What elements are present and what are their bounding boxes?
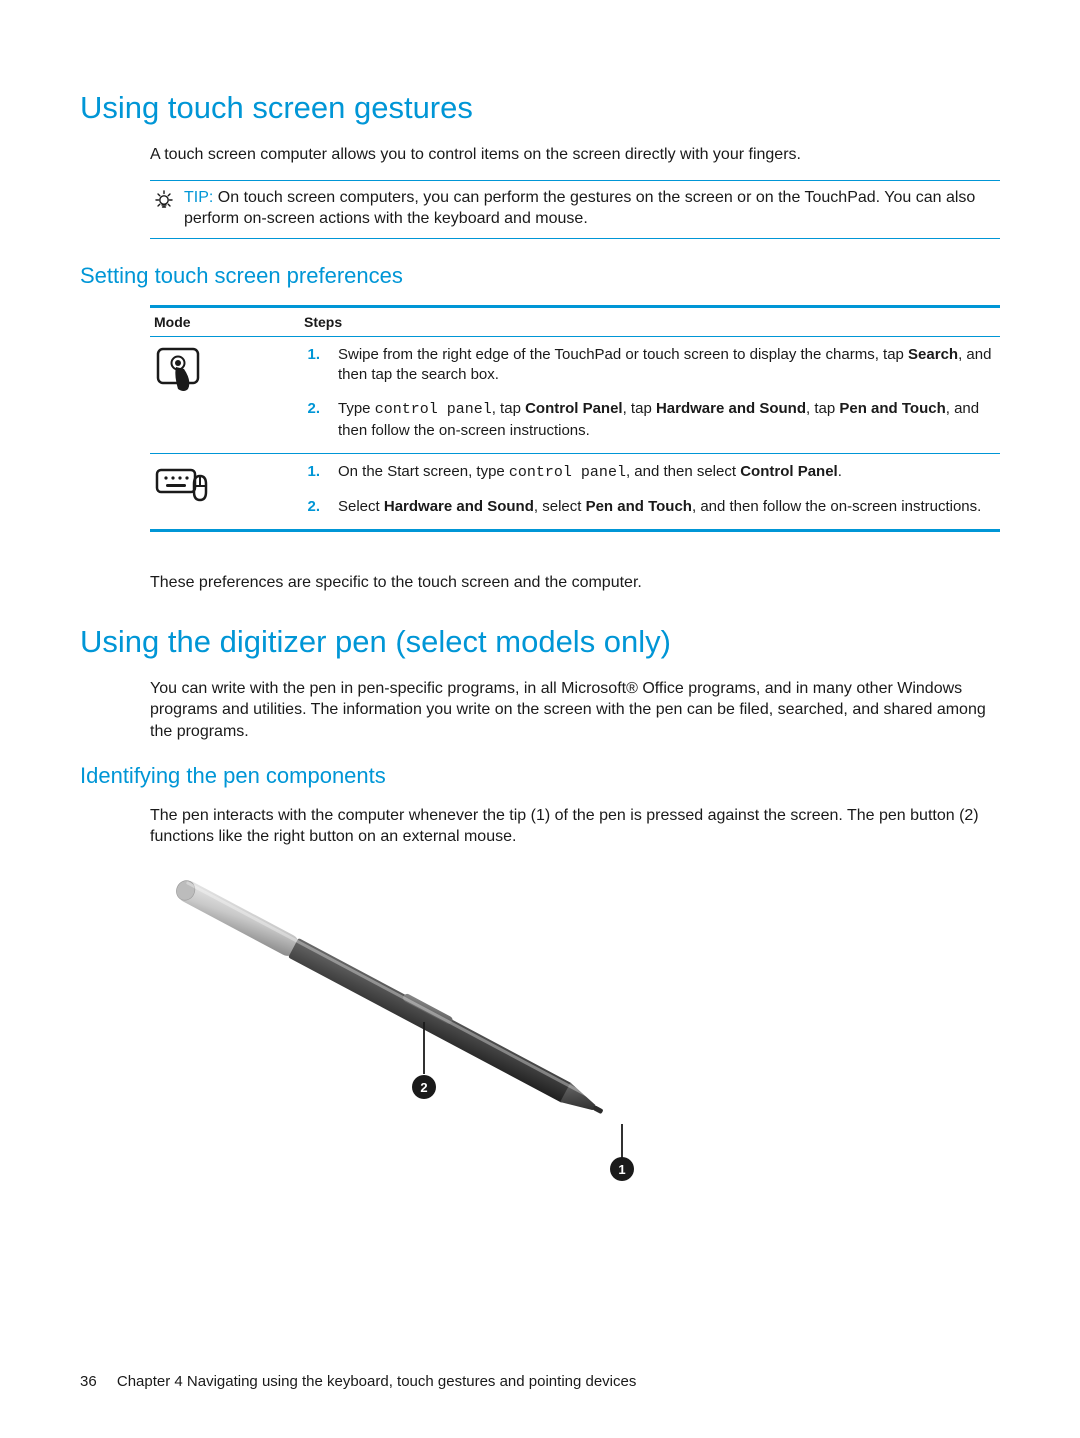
- digitizer-intro: You can write with the pen in pen-specif…: [150, 678, 1000, 743]
- tip-callout: TIP: On touch screen computers, you can …: [150, 180, 1000, 239]
- touch-mode-icon: [154, 382, 208, 399]
- lightbulb-icon: [150, 187, 178, 230]
- section-heading-digitizer-pen: Using the digitizer pen (select models o…: [80, 624, 1000, 660]
- subsection-heading-pen-components: Identifying the pen components: [80, 763, 1000, 789]
- step-text: Type control panel, tap Control Panel, t…: [338, 399, 996, 441]
- tip-body: On touch screen computers, you can perfo…: [184, 189, 975, 228]
- step-number: 2.: [304, 497, 320, 517]
- pen-diagram: 2 1: [150, 862, 1000, 1187]
- footer-text: Chapter 4 Navigating using the keyboard,…: [117, 1373, 637, 1390]
- page-number: 36: [80, 1373, 97, 1390]
- document-page: Using touch screen gestures A touch scre…: [0, 0, 1080, 1438]
- page-footer: 36 Chapter 4 Navigating using the keyboa…: [80, 1373, 636, 1390]
- table-row: 1. On the Start screen, type control pan…: [150, 453, 1000, 531]
- step-text: Select Hardware and Sound, select Pen an…: [338, 497, 981, 517]
- tip-label: TIP:: [184, 189, 213, 206]
- list-item: 1. Swipe from the right edge of the Touc…: [304, 345, 996, 400]
- section-heading-touch-gestures: Using touch screen gestures: [80, 90, 1000, 126]
- svg-text:1: 1: [618, 1162, 625, 1177]
- list-item: 2. Select Hardware and Sound, select Pen…: [304, 497, 996, 517]
- list-item: 2. Type control panel, tap Control Panel…: [304, 399, 996, 441]
- subsection-heading-preferences: Setting touch screen preferences: [80, 263, 1000, 289]
- svg-text:2: 2: [420, 1080, 427, 1095]
- step-number: 1.: [304, 462, 320, 483]
- tip-text: TIP: On touch screen computers, you can …: [184, 187, 1000, 230]
- table-header-steps: Steps: [300, 306, 1000, 336]
- step-number: 2.: [304, 399, 320, 441]
- table-row: 1. Swipe from the right edge of the Touc…: [150, 336, 1000, 453]
- step-number: 1.: [304, 345, 320, 386]
- preferences-note: These preferences are specific to the to…: [150, 572, 1000, 594]
- intro-paragraph: A touch screen computer allows you to co…: [150, 144, 1000, 166]
- step-text: On the Start screen, type control panel,…: [338, 462, 842, 483]
- step-text: Swipe from the right edge of the TouchPa…: [338, 345, 996, 386]
- keyboard-mouse-mode-icon: [154, 491, 212, 508]
- pen-components-intro: The pen interacts with the computer when…: [150, 805, 1000, 848]
- list-item: 1. On the Start screen, type control pan…: [304, 462, 996, 497]
- table-header-mode: Mode: [150, 306, 300, 336]
- preferences-table: Mode Steps: [150, 305, 1000, 533]
